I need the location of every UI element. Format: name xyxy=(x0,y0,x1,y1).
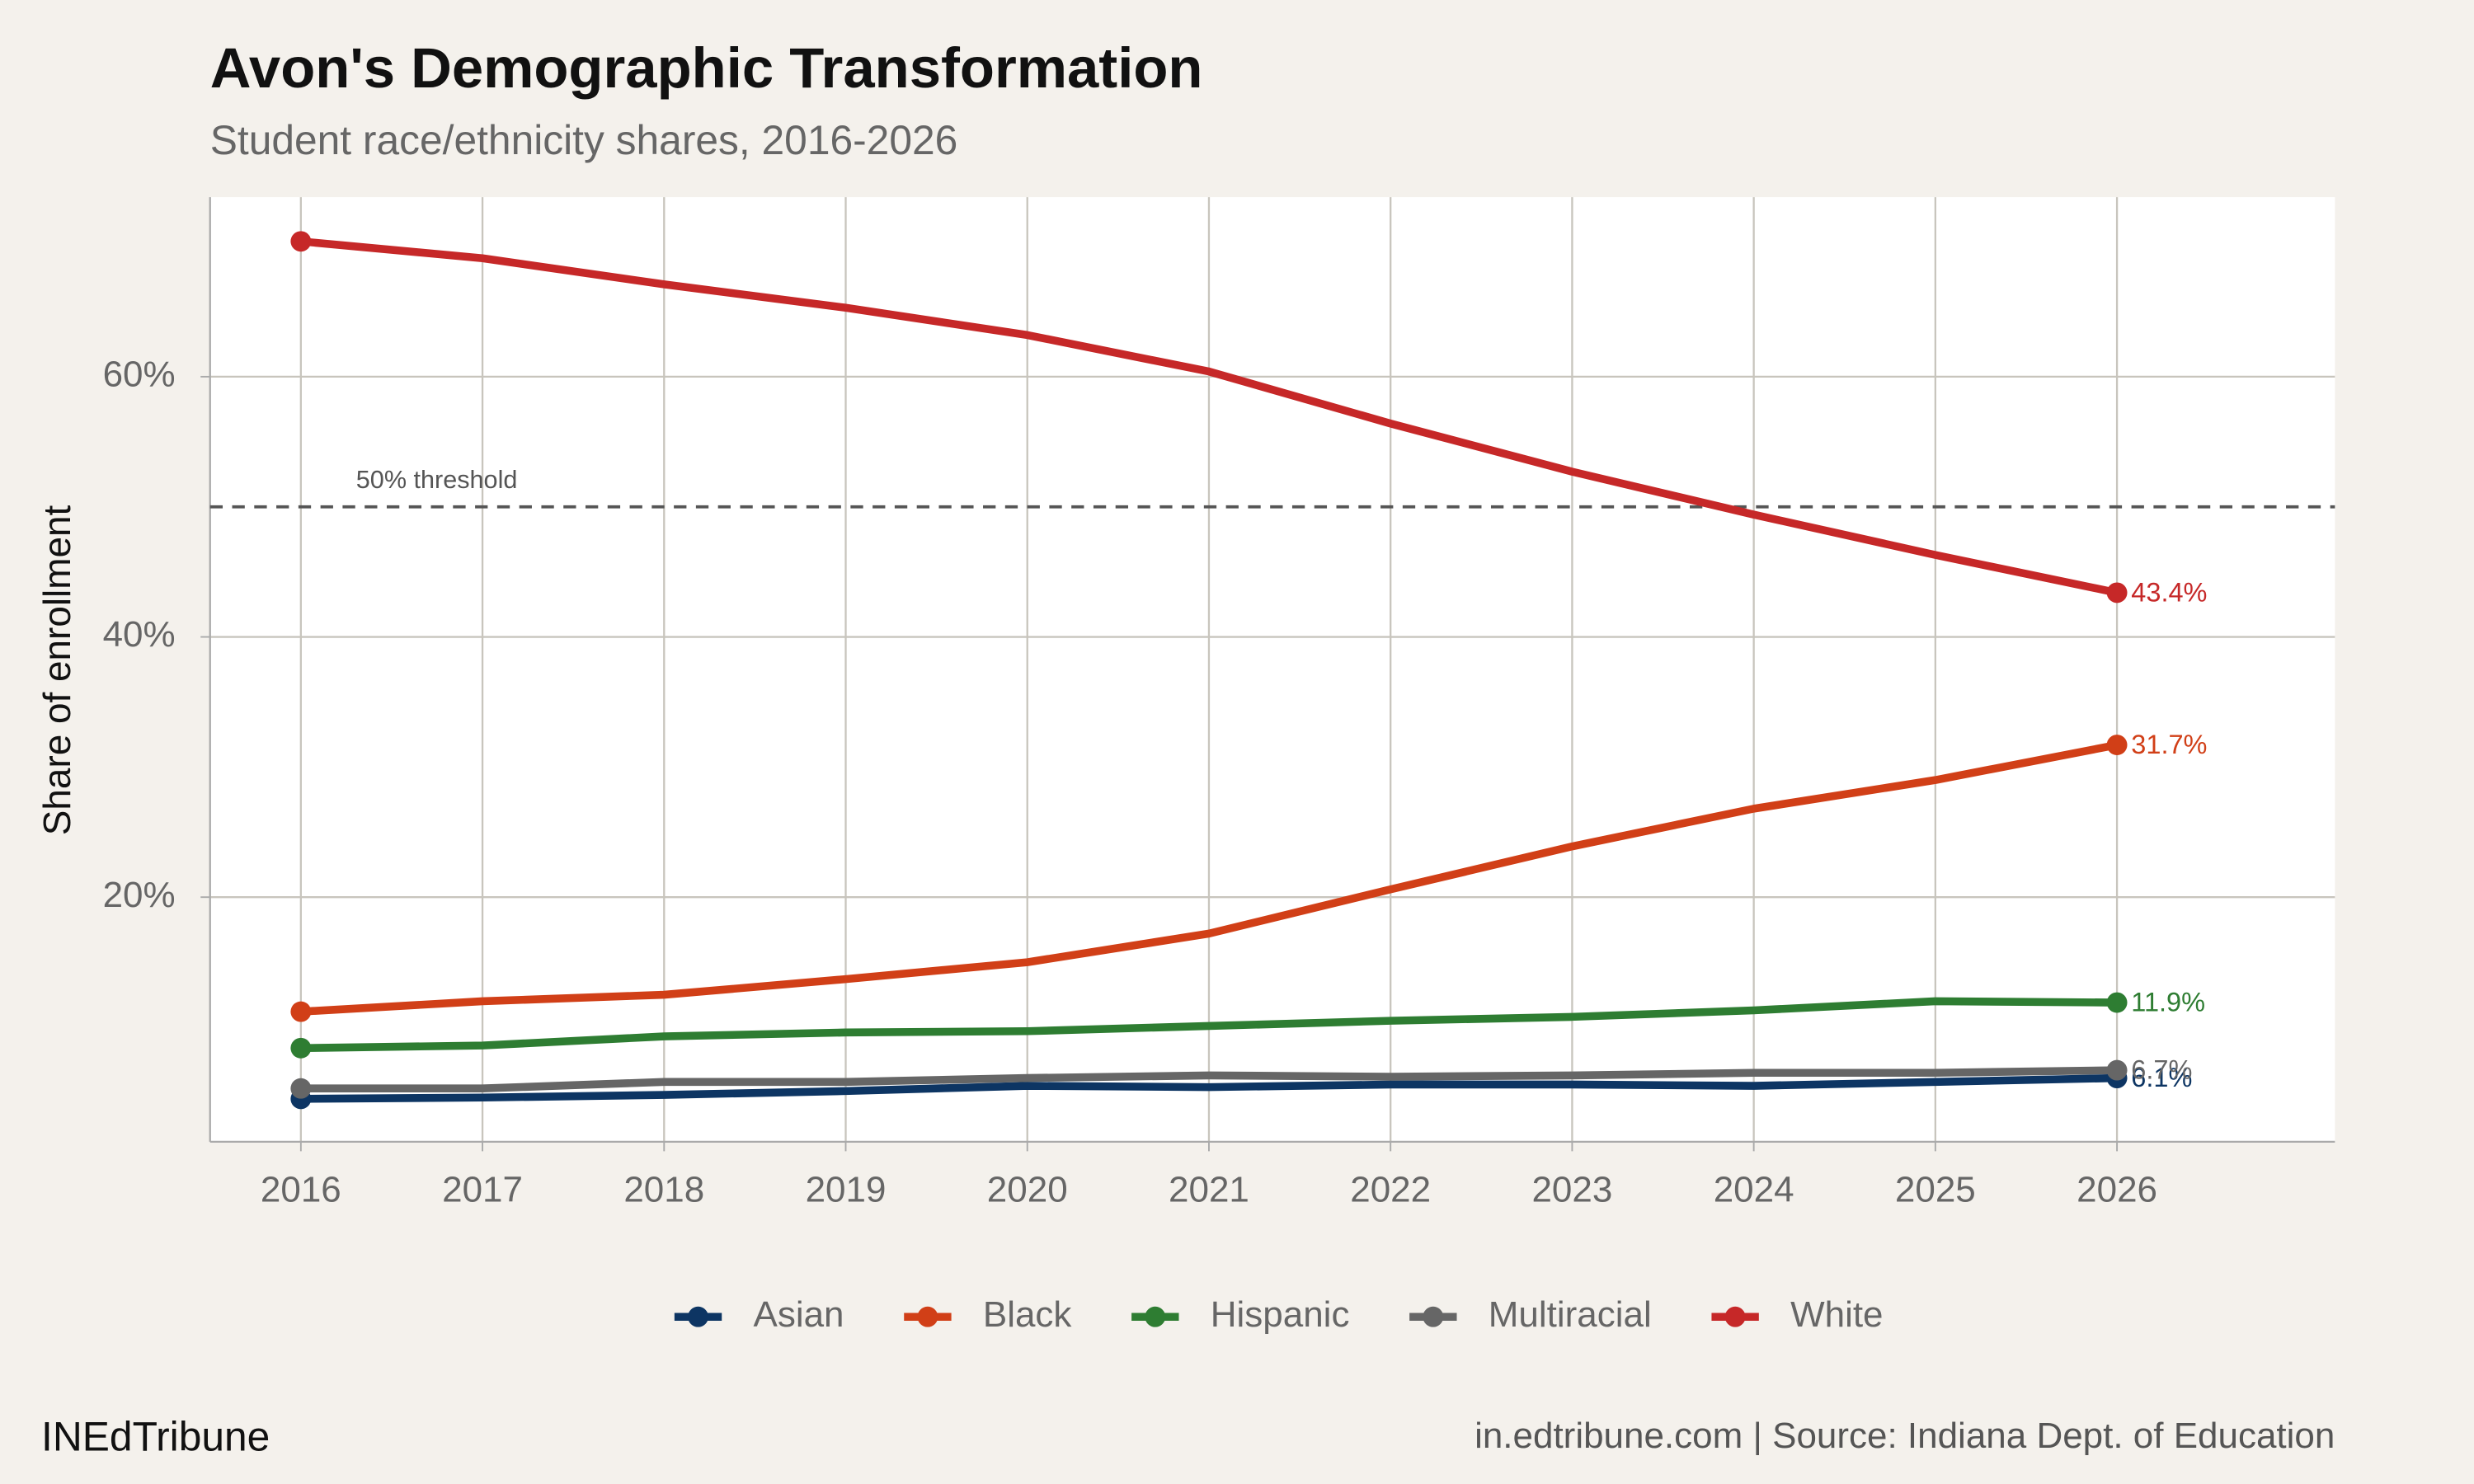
series-line xyxy=(300,1066,2118,1092)
point xyxy=(290,1037,312,1059)
chart-subtitle: Student race/ethnicity shares, 2016-2026 xyxy=(210,117,958,163)
series-line xyxy=(300,997,2118,1053)
x-tick-label: 2023 xyxy=(1531,1170,1612,1210)
x-tick-label: 2018 xyxy=(623,1170,704,1210)
y-axis-label: Share of enrollment xyxy=(35,505,78,835)
legend-item: Multiracial xyxy=(1409,1294,1652,1335)
legend-label: Black xyxy=(983,1294,1073,1335)
x-tick-label: 2026 xyxy=(2077,1170,2157,1210)
value-label: 6.1% xyxy=(2131,1063,2192,1092)
y-tick-label: 20% xyxy=(103,875,176,915)
x-tick-label: 2019 xyxy=(806,1170,887,1210)
legend-item: Asian xyxy=(674,1294,844,1335)
y-tick-label: 40% xyxy=(103,614,176,655)
point xyxy=(290,231,312,252)
point xyxy=(290,1001,312,1022)
legend-label: Multiracial xyxy=(1489,1294,1652,1335)
chart-title: Avon's Demographic Transformation xyxy=(210,36,1203,100)
value-label: 31.7% xyxy=(2131,730,2207,759)
caption-left: INEdTribune xyxy=(41,1414,270,1460)
point xyxy=(290,1078,312,1099)
x-tick-label: 2022 xyxy=(1350,1170,1431,1210)
point xyxy=(2106,992,2128,1013)
x-tick-label: 2017 xyxy=(442,1170,523,1210)
caption-right: in.edtribune.com | Source: Indiana Dept.… xyxy=(1475,1416,2335,1456)
value-label: 43.4% xyxy=(2131,577,2207,607)
legend-label: White xyxy=(1790,1294,1883,1335)
legend-label: Hispanic xyxy=(1211,1294,1350,1335)
x-tick-label: 2020 xyxy=(987,1170,1068,1210)
x-tick-label: 2025 xyxy=(1895,1170,1976,1210)
y-tick-label: 60% xyxy=(103,355,176,395)
x-tick-label: 2016 xyxy=(261,1170,341,1210)
series-line xyxy=(300,237,2119,597)
point xyxy=(2106,582,2128,603)
legend-marker xyxy=(1724,1306,1746,1327)
threshold-label: 50% threshold xyxy=(356,466,518,494)
plot-panel xyxy=(209,197,2335,1142)
legend-item: Black xyxy=(904,1294,1072,1335)
legend-marker xyxy=(917,1306,938,1327)
x-tick-label: 2024 xyxy=(1714,1170,1794,1210)
legend-marker xyxy=(1423,1306,1444,1327)
series-line xyxy=(300,1073,2118,1103)
legend-marker xyxy=(1145,1306,1166,1327)
legend-marker xyxy=(688,1306,708,1327)
point xyxy=(2106,735,2128,755)
value-label: 11.9% xyxy=(2131,988,2205,1017)
legend-label: Asian xyxy=(753,1294,844,1335)
value-label: 6.7% xyxy=(2131,1055,2192,1085)
series-line xyxy=(300,740,2118,1016)
legend-item: Hispanic xyxy=(1131,1294,1349,1335)
legend-item: White xyxy=(1711,1294,1884,1335)
point xyxy=(2106,1059,2128,1081)
x-tick-label: 2021 xyxy=(1169,1170,1249,1210)
